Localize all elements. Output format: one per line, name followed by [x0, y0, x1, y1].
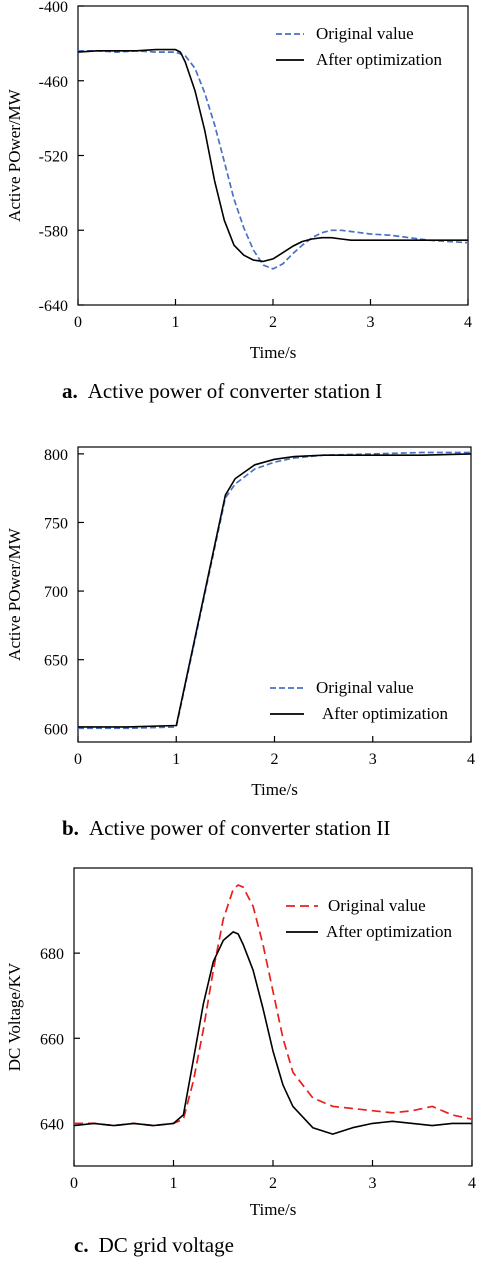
x-axis-label: Time/s	[250, 343, 297, 362]
x-tick-label: 1	[172, 314, 180, 331]
y-tick-label: 600	[44, 721, 68, 738]
x-tick-label: 0	[74, 751, 82, 768]
caption-text: Active power of converter station I	[88, 379, 382, 403]
x-tick-label: 1	[172, 751, 180, 768]
y-tick-label: 640	[40, 1116, 64, 1133]
x-tick-label: 4	[464, 314, 472, 331]
x-tick-label: 4	[468, 1175, 476, 1192]
panel-caption: b. Active power of converter station II	[62, 816, 390, 840]
caption-letter: c.	[74, 1233, 89, 1257]
y-axis-label: DC Voltage/KV	[5, 962, 24, 1071]
caption-text: Active power of converter station II	[89, 816, 390, 840]
chart-panel-2: 0 1 2 3 4 600 650 700 750 800 Time/s Active POwer/M…	[5, 446, 475, 840]
series-line-original-value	[78, 49, 468, 270]
caption-letter: a.	[62, 379, 78, 403]
x-tick-label: 0	[70, 1175, 78, 1192]
legend-label: Original value	[316, 24, 414, 43]
x-tick-label: 3	[369, 751, 377, 768]
legend-label: After optimization	[322, 704, 449, 723]
legend: Original value After optimization	[270, 678, 449, 723]
y-tick-label: -460	[39, 74, 68, 91]
legend-label: Original value	[328, 896, 426, 915]
caption-text: DC grid voltage	[99, 1233, 234, 1257]
x-axis-label: Time/s	[251, 780, 298, 799]
x-tick-label: 3	[367, 314, 375, 331]
y-tick-label: -400	[39, 0, 68, 16]
legend-label: After optimization	[326, 922, 453, 941]
y-tick-label: -640	[39, 298, 68, 315]
x-axis-label: Time/s	[250, 1200, 297, 1219]
caption-letter: b.	[62, 816, 79, 840]
y-tick-label: 680	[40, 946, 64, 963]
series-line-after-optimization	[78, 48, 468, 263]
x-tick-label: 4	[467, 751, 475, 768]
y-axis-label: Active POwer/MW	[5, 527, 24, 661]
y-tick-label: -520	[39, 149, 68, 166]
y-tick-label: 650	[44, 653, 68, 670]
x-tick-label: 3	[369, 1175, 377, 1192]
legend-label: Original value	[316, 678, 414, 697]
x-tick-label: 1	[170, 1175, 178, 1192]
y-tick-label: 800	[44, 447, 68, 464]
y-axis-label: Active POwer/MW	[5, 88, 24, 222]
chart-panel-1: 0 1 2 3 4 -400 -460 -520 -580 -640 Time/s Active PO…	[5, 0, 472, 403]
series-line-after-optimization	[74, 931, 472, 1135]
x-tick-label: 0	[74, 314, 82, 331]
y-tick-label: -580	[39, 223, 68, 240]
y-tick-label: 750	[44, 515, 68, 532]
series-line-after-optimization	[78, 453, 471, 728]
chart-panel-3: 0 1 2 3 4 640 660 680 Time/s DC Voltage/KV Origina…	[5, 867, 476, 1257]
x-tick-label: 2	[269, 1175, 277, 1192]
y-tick-label: 660	[40, 1031, 64, 1048]
panel-caption: c. DC grid voltage	[74, 1233, 234, 1257]
x-tick-label: 2	[271, 751, 279, 768]
legend: Original value After optimization	[286, 896, 453, 941]
panel-caption: a. Active power of converter station I	[62, 379, 382, 403]
y-tick-label: 700	[44, 584, 68, 601]
legend-label: After optimization	[316, 50, 443, 69]
legend: Original value After optimization	[276, 24, 443, 69]
plot-frame	[77, 446, 472, 743]
x-tick-label: 2	[269, 314, 277, 331]
series-line-original-value	[78, 451, 471, 730]
